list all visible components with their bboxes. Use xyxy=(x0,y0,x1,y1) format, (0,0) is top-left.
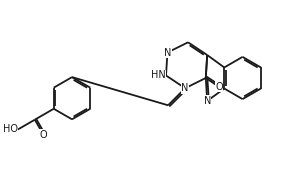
Text: N: N xyxy=(182,83,189,93)
Text: O: O xyxy=(40,130,47,140)
Text: O: O xyxy=(215,82,223,92)
Text: HN: HN xyxy=(151,70,166,80)
Text: HO: HO xyxy=(3,124,18,134)
Text: N: N xyxy=(203,96,211,106)
Text: N: N xyxy=(164,48,171,58)
